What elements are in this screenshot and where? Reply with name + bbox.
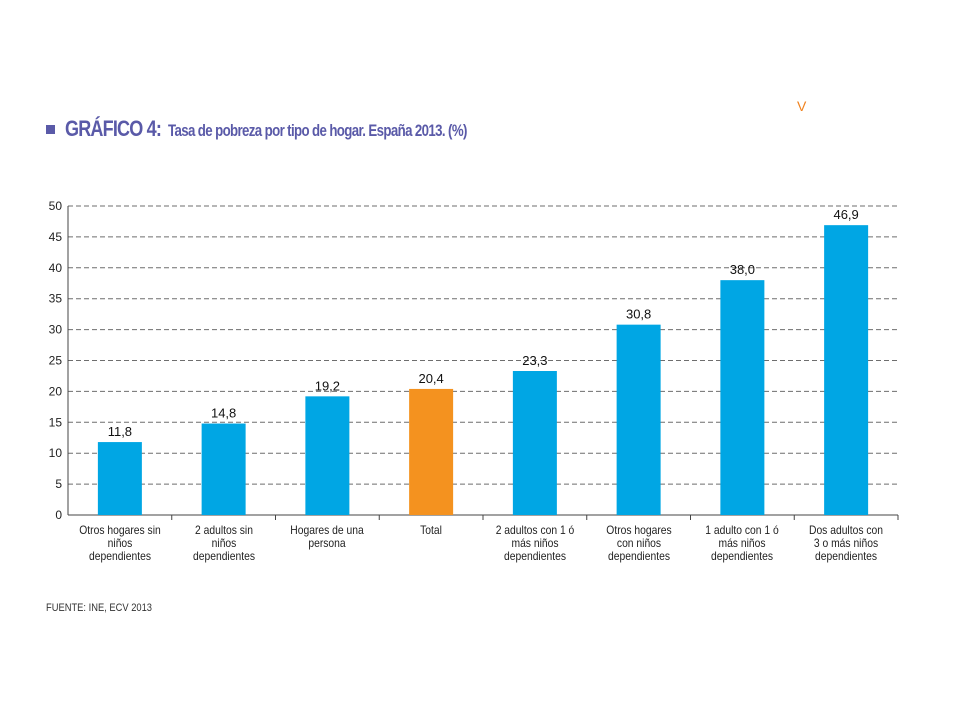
data-label: 38,0 xyxy=(730,262,755,277)
bar xyxy=(720,280,765,515)
y-tick-label: 0 xyxy=(55,508,62,522)
corner-mark: V xyxy=(797,98,807,114)
y-tick-label: 5 xyxy=(55,477,62,491)
bar xyxy=(616,324,661,515)
y-tick-label: 35 xyxy=(49,292,63,306)
x-tick-label: 2 adultos sin niños dependientes xyxy=(192,523,255,563)
y-tick-label: 20 xyxy=(49,384,63,398)
x-tick-label: Total xyxy=(420,523,443,537)
chart-label: GRÁFICO 4: xyxy=(65,116,162,141)
x-tick-label: Hogares de una persona xyxy=(290,523,365,550)
data-label: 30,8 xyxy=(626,307,651,322)
x-tick-label: 2 adultos con 1 ó más niños dependientes xyxy=(495,523,575,563)
chart-header: GRÁFICO 4: Tasa de pobreza por tipo de h… xyxy=(46,116,551,142)
y-tick-label: 50 xyxy=(49,199,63,213)
y-tick-label: 45 xyxy=(49,230,63,244)
bar xyxy=(97,442,142,515)
header-square-icon xyxy=(46,125,55,134)
data-label: 46,9 xyxy=(833,207,858,222)
y-tick-label: 10 xyxy=(49,446,63,460)
data-label: 11,8 xyxy=(108,424,132,439)
y-tick-label: 40 xyxy=(49,261,63,275)
x-tick-label: Dos adultos con 3 o más niños dependient… xyxy=(809,523,884,563)
y-tick-label: 15 xyxy=(49,415,63,429)
bar xyxy=(201,423,246,515)
data-label: 14,8 xyxy=(211,406,236,421)
source-note: FUENTE: INE, ECV 2013 xyxy=(46,602,153,614)
bar xyxy=(409,388,454,515)
bar xyxy=(824,225,869,515)
x-tick-label: 1 adulto con 1 ó más niños dependientes xyxy=(705,523,780,563)
data-label: 23,3 xyxy=(522,353,547,368)
x-tick-label: Otros hogares sin niños dependientes xyxy=(79,523,161,563)
chart-title: Tasa de pobreza por tipo de hogar. Españ… xyxy=(168,121,467,140)
bar xyxy=(305,396,350,515)
y-tick-label: 30 xyxy=(49,323,63,337)
bar xyxy=(512,371,557,515)
data-label: 20,4 xyxy=(418,371,443,386)
y-tick-label: 25 xyxy=(49,354,63,368)
x-tick-label: Otros hogares con niños dependientes xyxy=(605,523,672,563)
data-label: 19,2 xyxy=(315,378,340,393)
